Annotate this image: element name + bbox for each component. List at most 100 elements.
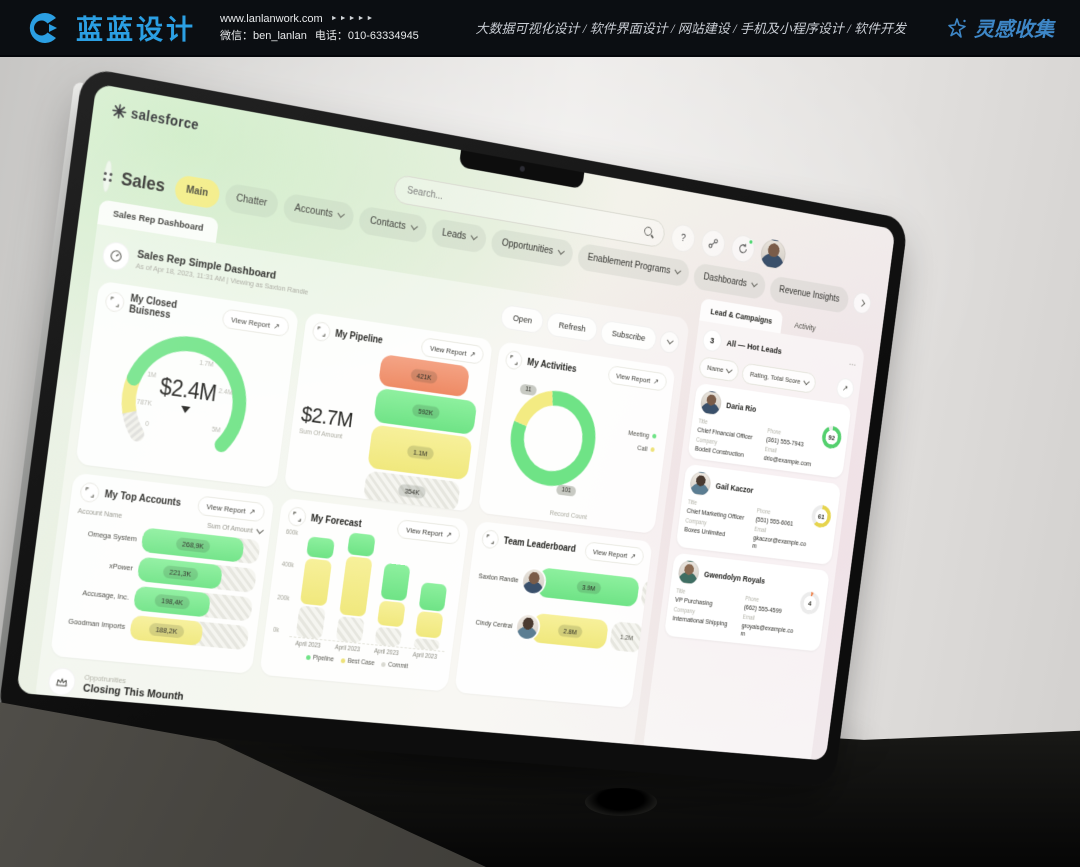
- lead-score: 92: [827, 432, 836, 442]
- widget-title: Team Leaderboard: [503, 535, 577, 555]
- expand-button[interactable]: [504, 349, 524, 371]
- legend-dot-green: [305, 654, 311, 661]
- svg-text:5M: 5M: [211, 426, 221, 434]
- notification-dot: [748, 238, 754, 246]
- legend-dot-yellow: [650, 447, 655, 453]
- leaderboard-row: Saxton Randle 3.9M 100K: [475, 557, 653, 611]
- link-icon: [707, 236, 719, 250]
- chevron-down-icon: [410, 222, 418, 231]
- crown-icon: [54, 674, 69, 689]
- avatar: [688, 470, 712, 497]
- nav-tab-dashboards[interactable]: Dashboards: [692, 262, 767, 300]
- opportunities-button[interactable]: [46, 666, 77, 697]
- help-button[interactable]: ?: [669, 222, 697, 254]
- bar-value: 354K: [397, 483, 427, 500]
- nav-tab-contacts[interactable]: Contacts: [357, 204, 428, 244]
- nav-scroll-right-button[interactable]: [851, 291, 873, 315]
- sparkle-star-icon: [948, 17, 966, 38]
- collection-badge: 灵感收集: [946, 13, 1054, 42]
- app-launcher-button[interactable]: [101, 159, 113, 193]
- nav-tab-chatter[interactable]: Chatter: [223, 182, 280, 219]
- arrow-ne-icon: ↗: [273, 321, 281, 331]
- notifications-button[interactable]: [729, 233, 757, 264]
- setup-button[interactable]: [699, 228, 727, 259]
- bar-value: 221,3K: [162, 565, 199, 582]
- svg-text:2.4M: 2.4M: [218, 388, 233, 397]
- leaderboard-bar[interactable]: 3.9M: [536, 567, 640, 608]
- column-header-value[interactable]: Sum Of Amount: [207, 521, 264, 536]
- bar-value: 3.9M: [575, 580, 602, 595]
- bar-value: 2.8M: [557, 624, 584, 639]
- forecast-bar[interactable]: [374, 563, 411, 647]
- lead-card[interactable]: Gail Kaczor Title Chief Marketing Office…: [675, 463, 842, 565]
- arrow-ne-icon: ↗: [248, 506, 256, 517]
- user-avatar[interactable]: [759, 237, 788, 271]
- view-report-button[interactable]: View Report ↗: [583, 541, 645, 567]
- column-header-name[interactable]: Account Name: [77, 506, 123, 520]
- dashboard-column: Sales Rep Dashboard: [34, 199, 693, 753]
- forecast-bar[interactable]: [295, 535, 336, 640]
- more-actions-button[interactable]: [658, 329, 681, 355]
- svg-text:1.7M: 1.7M: [199, 360, 214, 369]
- svg-text:0: 0: [145, 421, 150, 428]
- widget-title: My Forecast: [310, 513, 363, 530]
- lead-score-ring: 61: [810, 503, 833, 529]
- refresh-button[interactable]: Refresh: [545, 311, 599, 343]
- nav-tab-accounts[interactable]: Accounts: [282, 192, 356, 232]
- lead-card[interactable]: Daria Rio Title Chief Financial Officer …: [687, 382, 852, 479]
- search-icon: [642, 225, 655, 240]
- desk-grommet: [585, 788, 657, 816]
- widget-my-closed-business: My Closed Buisness View Report ↗: [75, 280, 299, 489]
- lead-score-ring: 92: [820, 424, 843, 450]
- arrow-ne-icon: ↗: [469, 349, 476, 359]
- arrow-ne-icon: ↗: [629, 551, 637, 561]
- svg-text:1M: 1M: [147, 371, 157, 379]
- expand-button[interactable]: [104, 290, 126, 314]
- forecast-bar[interactable]: [335, 532, 376, 644]
- bar-value: 198,4K: [154, 593, 191, 610]
- bar-value: 592K: [411, 403, 440, 420]
- lead-score: 4: [807, 598, 813, 608]
- nav-tab-revenue-insights[interactable]: Revenue Insights: [768, 274, 850, 314]
- leaderboard-bar[interactable]: 2.8M: [530, 612, 609, 650]
- bar-extra-value: 1.2M: [609, 621, 645, 653]
- dashboard-clock-button[interactable]: [101, 240, 131, 272]
- forecast-bar[interactable]: [413, 582, 447, 651]
- phone-number: 电话：010-63334945: [314, 29, 419, 42]
- arrows-decoration: ►►►►►: [330, 15, 376, 22]
- camera-icon: [519, 165, 526, 173]
- nav-tab-leads[interactable]: Leads: [430, 217, 488, 254]
- arrow-ne-icon: ↗: [652, 376, 660, 386]
- brand-name: 蓝蓝设计: [76, 15, 196, 45]
- subscribe-button[interactable]: Subscribe: [599, 319, 658, 352]
- account-bar[interactable]: 188,2K: [129, 614, 204, 646]
- legend-dot-gray: [380, 662, 386, 668]
- account-bar[interactable]: 198,4K: [132, 585, 211, 618]
- legend-dot-green: [652, 433, 657, 439]
- expand-button[interactable]: [286, 506, 307, 528]
- bar-value: 268,9K: [175, 536, 212, 554]
- account-bar[interactable]: 221,3K: [136, 556, 224, 590]
- open-button[interactable]: Open: [499, 304, 545, 335]
- widget-title: My Top Accounts: [104, 488, 182, 509]
- nav-tab-opportunities[interactable]: Opportunities: [490, 227, 575, 268]
- website-link[interactable]: www.lanlanwork.com: [220, 12, 323, 25]
- expand-icon: [109, 296, 120, 307]
- expand-button[interactable]: [481, 529, 501, 550]
- view-report-button[interactable]: View Report ↗: [396, 519, 462, 545]
- widget-title: My Pipeline: [334, 328, 384, 346]
- filter-name[interactable]: Name: [698, 356, 741, 383]
- lead-card[interactable]: Gwendolyn Royals Title VP Purchasing Pho…: [664, 552, 830, 652]
- legend-dot-yellow: [340, 658, 346, 664]
- filter-rating-total-score[interactable]: Rating, Total Score: [741, 362, 817, 394]
- more-options-icon[interactable]: …: [848, 357, 858, 369]
- expand-leads-button[interactable]: ↗: [835, 377, 855, 400]
- nav-tab-main[interactable]: Main: [173, 173, 221, 210]
- expand-button[interactable]: [311, 320, 332, 343]
- expand-button[interactable]: [79, 481, 101, 504]
- dashboard-card: Sales Rep Simple Dashboard As of Apr 18,…: [34, 223, 690, 753]
- donut-chart: 11 101: [494, 373, 613, 504]
- view-report-button[interactable]: View Report ↗: [196, 495, 266, 523]
- chevron-down-icon: [256, 525, 264, 534]
- leads-title: All — Hot Leads: [726, 338, 783, 357]
